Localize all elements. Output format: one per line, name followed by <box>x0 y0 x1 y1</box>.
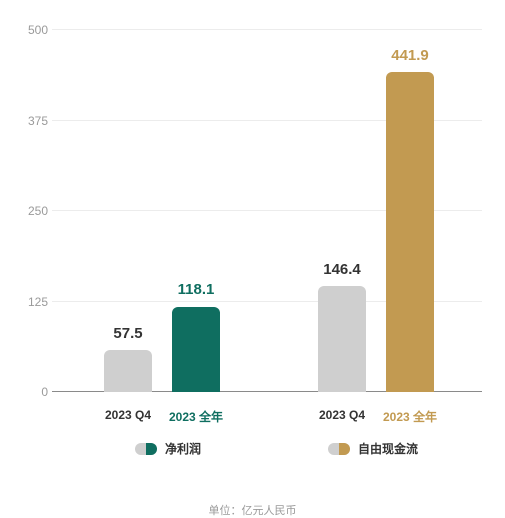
ytick-4: 500 <box>18 23 48 37</box>
legend-label: 净利润 <box>165 440 201 457</box>
legend-label: 自由现金流 <box>358 440 418 457</box>
xtick-label: 2023 全年 <box>169 408 223 425</box>
unit-text: 单位：亿元人民币 <box>0 502 505 518</box>
bar-net-profit-fy <box>172 307 220 393</box>
ytick-0: 0 <box>18 385 48 399</box>
gridline <box>52 29 482 30</box>
bar-label: 57.5 <box>113 325 142 342</box>
legend: .legend-item:nth-child(1) .pill::after{b… <box>0 440 505 464</box>
legend-pill-icon: .legend-item:nth-child(1) .pill::after{b… <box>135 443 157 455</box>
ytick-3: 375 <box>18 114 48 128</box>
bar-label: 441.9 <box>391 47 429 64</box>
bar-fcf-fy <box>386 72 434 392</box>
legend-item-net-profit: .legend-item:nth-child(1) .pill::after{b… <box>135 440 201 457</box>
bar-label: 118.1 <box>178 281 215 298</box>
xtick-label: 2023 Q4 <box>105 408 151 422</box>
legend-item-fcf: .legend-item:nth-child(2) .pill::after{b… <box>328 440 418 457</box>
xtick-label: 2023 Q4 <box>319 408 365 422</box>
bar-net-profit-q4 <box>104 350 152 392</box>
bar-label: 146.4 <box>323 261 361 278</box>
ytick-1: 125 <box>18 295 48 309</box>
bar-fcf-q4 <box>318 286 366 392</box>
plot-area: 57.5 118.1 146.4 441.9 <box>52 30 482 392</box>
xtick-label: 2023 全年 <box>383 408 437 425</box>
legend-pill-icon: .legend-item:nth-child(2) .pill::after{b… <box>328 443 350 455</box>
financial-bar-chart: 0 125 250 375 500 57.5 118.1 146.4 441.9… <box>0 0 505 517</box>
ytick-2: 250 <box>18 204 48 218</box>
